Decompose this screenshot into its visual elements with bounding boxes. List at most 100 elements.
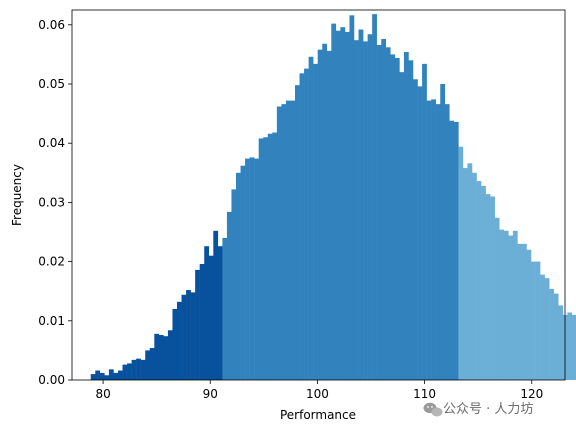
histogram-bar (117, 370, 123, 380)
histogram-bar (553, 293, 559, 380)
histogram-bar (272, 132, 278, 380)
histogram-bar (140, 359, 146, 380)
y-tick-label: 0.01 (38, 314, 65, 328)
histogram-bar (426, 100, 432, 380)
histogram-bar (181, 294, 187, 380)
histogram-bar (481, 185, 486, 380)
histogram-bar (440, 84, 446, 380)
histogram-bar (190, 292, 196, 380)
histogram-bar (295, 85, 300, 381)
histogram-bar (304, 68, 309, 381)
histogram-bar (231, 189, 237, 380)
histogram-bar (245, 158, 250, 380)
y-tick-label: 0.00 (38, 373, 65, 387)
histogram-bar (145, 350, 151, 380)
histogram-bar (508, 235, 514, 380)
histogram-bar (313, 63, 318, 381)
histogram-bar (467, 163, 473, 380)
histogram-bar (476, 181, 482, 380)
histogram-bar (158, 335, 164, 380)
histogram-bar (431, 99, 436, 380)
histogram-bar (540, 274, 545, 380)
histogram-bar (385, 47, 391, 381)
histogram-bar (90, 374, 96, 380)
histogram-bar (485, 194, 491, 380)
watermark-text: 公众号 · 人力坊 (443, 402, 533, 417)
histogram-bar (267, 133, 273, 380)
histogram-bar (544, 278, 550, 380)
histogram-bar (113, 372, 119, 380)
y-tick-label: 0.03 (38, 195, 65, 209)
y-tick-label: 0.04 (38, 136, 65, 150)
x-tick-label: 100 (306, 387, 329, 401)
histogram-bar (390, 54, 396, 381)
histogram-bar (149, 348, 155, 380)
histogram-bar (458, 146, 464, 380)
histogram-bar (381, 39, 387, 380)
watermark: 公众号 · 人力坊 (423, 402, 533, 417)
histogram-bar (503, 230, 509, 380)
y-axis-label: Frequency (10, 164, 24, 226)
histogram-bar (176, 301, 182, 380)
histogram-bar (567, 312, 573, 380)
x-tick-label: 110 (413, 387, 436, 401)
histogram-bar (208, 255, 214, 380)
histogram-bar (204, 246, 210, 380)
histogram-bar (136, 358, 141, 380)
histogram-bar (354, 40, 359, 380)
histogram-bar (331, 23, 337, 381)
histogram-bar (517, 243, 523, 380)
histogram-bar (363, 41, 368, 380)
histogram-bar (122, 364, 128, 380)
histogram-bar (417, 86, 423, 381)
histogram-bar (290, 100, 296, 380)
y-tick-label: 0.05 (38, 77, 65, 91)
histogram-bar (490, 196, 495, 380)
histogram-bars (90, 14, 576, 381)
histogram-bar (95, 370, 101, 380)
y-axis-ticks: 0.00 0.01 0.02 0.03 0.04 0.05 0.06 (38, 18, 72, 387)
histogram-bar (322, 43, 328, 381)
histogram-bar (167, 330, 173, 380)
histogram-bar (335, 30, 341, 380)
histogram-bar (236, 172, 241, 380)
histogram-bar (435, 104, 441, 380)
histogram-bar (462, 168, 468, 380)
histogram-bar (172, 308, 178, 380)
histogram-bar (108, 369, 114, 380)
histogram-bar (285, 100, 291, 380)
histogram-bar (249, 157, 255, 380)
histogram-bar (358, 29, 364, 380)
histogram-bar (512, 230, 518, 380)
histogram-bar (186, 290, 191, 380)
histogram-bar (394, 57, 400, 380)
x-tick-label: 90 (203, 387, 218, 401)
histogram-bar (222, 237, 228, 380)
histogram-bar (376, 44, 382, 381)
histogram-bar (444, 104, 450, 380)
histogram-bar (494, 217, 500, 380)
histogram-bar (340, 27, 346, 380)
histogram-bar (408, 60, 414, 380)
plot-frame (71, 9, 566, 381)
histogram-bar (131, 359, 137, 380)
y-tick-label: 0.02 (38, 255, 65, 269)
histogram-bar (258, 138, 264, 380)
histogram-bar (326, 50, 332, 380)
histogram-bar (217, 246, 223, 380)
histogram-bar (422, 63, 427, 381)
histogram-bar (308, 56, 314, 381)
histogram-bar (154, 333, 160, 380)
histogram-bar (226, 211, 232, 380)
histogram-bar (163, 336, 169, 380)
histogram-bar (240, 165, 246, 380)
x-tick-label: 80 (95, 387, 110, 401)
histogram-bar (472, 172, 477, 380)
histogram-bar (526, 249, 532, 380)
histogram-bar (521, 243, 527, 380)
histogram-bar (399, 72, 405, 380)
histogram-bar (127, 363, 132, 380)
wechat-icon (423, 402, 443, 417)
histogram-bar (453, 121, 459, 380)
